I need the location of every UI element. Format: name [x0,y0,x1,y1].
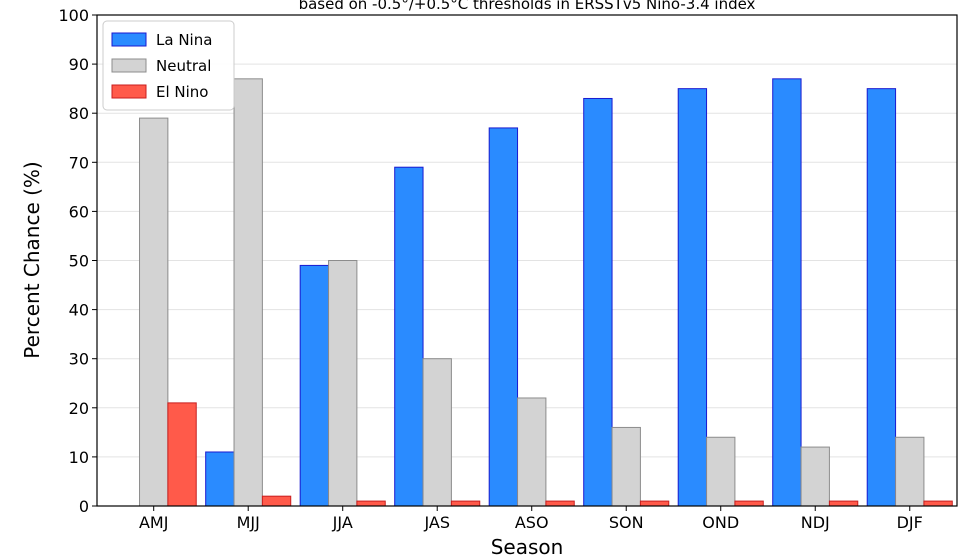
x-axis-label: Season [491,535,564,558]
x-tick-label: ASO [515,513,549,532]
bar-la-nina [488,127,519,507]
bars-layer [139,78,953,507]
bar-neutral [328,260,358,507]
x-tick-label: JAS [423,513,450,532]
bar-la-nina [866,88,897,507]
y-tick-label: 90 [69,55,89,74]
bar-neutral [706,436,736,507]
y-tick-label: 20 [69,399,89,418]
x-tick-label: JJA [332,513,353,532]
y-axis-label: Percent Chance (%) [20,161,44,358]
bar-el-nino [167,402,197,507]
y-tick-label: 10 [69,448,89,467]
x-tick-label: MJJ [237,513,260,532]
legend-swatch [111,58,147,73]
bar-el-nino [450,500,481,507]
bar-la-nina [205,451,235,507]
bar-neutral [895,436,925,507]
x-tick-label: AMJ [139,513,168,532]
bar-el-nino [828,500,859,507]
y-tick-label: 60 [69,202,89,221]
y-tick-label: 50 [69,252,89,271]
bar-neutral [611,426,641,507]
bar-el-nino [356,500,386,507]
legend-label: Neutral [156,57,211,75]
bar-el-nino [923,500,953,507]
legend-swatch [111,32,147,47]
legend-label: La Nina [156,31,212,49]
chart-title: based on -0.5°/+0.5°C thresholds in ERSS… [299,0,756,13]
bar-el-nino [261,495,292,507]
bar-el-nino [545,500,575,507]
bar-neutral [517,397,547,507]
bar-neutral [422,358,452,507]
bar-neutral [800,446,830,507]
y-tick-label: 30 [69,350,89,369]
bar-la-nina [583,97,613,507]
y-tick-label: 70 [69,153,89,172]
x-tick-label: NDJ [801,513,830,532]
x-axis: AMJ MJJ JJA JAS ASO SON OND NDJ DJF [139,506,923,532]
y-tick-label: 40 [69,301,89,320]
x-tick-label: SON [609,513,644,532]
y-tick-label: 80 [69,104,89,123]
x-tick-label: DJF [897,513,923,532]
bar-el-nino [734,500,764,507]
bar-el-nino [639,500,670,507]
bar-la-nina [299,264,330,507]
legend-swatch [111,84,147,99]
x-tick-label: OND [702,513,739,532]
legend: La Nina Neutral El Nino [102,20,235,111]
y-tick-label: 100 [58,6,89,25]
y-tick-label: 0 [79,497,89,516]
bar-neutral [233,78,263,507]
bar-la-nina [772,78,802,507]
bar-la-nina [394,166,424,507]
bar-la-nina [677,88,708,507]
y-axis: 0 10 20 30 40 50 60 70 80 90 100 [58,6,97,516]
legend-label: El Nino [156,83,209,101]
bar-neutral [139,117,169,507]
